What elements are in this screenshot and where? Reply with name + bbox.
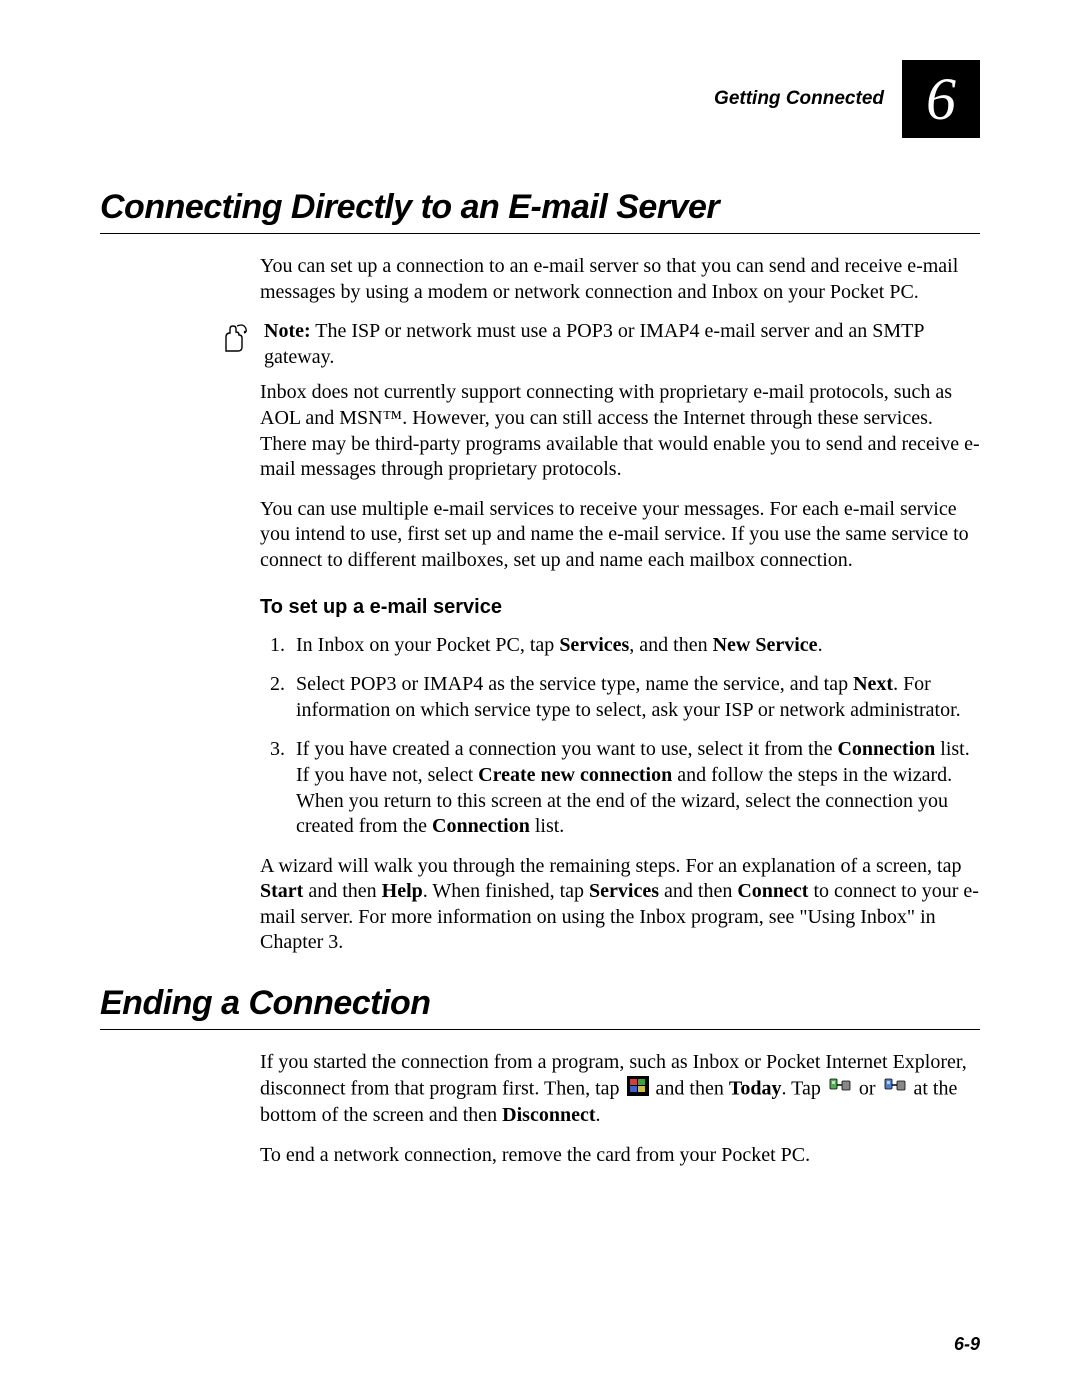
section2-body: If you started the connection from a pro… [260, 1050, 980, 1168]
note-text: Note: The ISP or network must use a POP3… [264, 319, 980, 370]
hand-with-string-icon [220, 321, 250, 360]
section1-closing: A wizard will walk you through the remai… [260, 854, 980, 956]
section1-para2: Inbox does not currently support connect… [260, 380, 980, 482]
subheading-setup: To set up a e-mail service [260, 596, 980, 619]
connection-green-icon [828, 1077, 852, 1103]
page: Getting Connected 6 Connecting Directly … [0, 0, 1080, 1397]
closing-paragraph: A wizard will walk you through the remai… [260, 854, 980, 956]
connection-blue-icon [883, 1077, 907, 1103]
page-number: 6-9 [954, 1334, 980, 1355]
chapter-number-box: 6 [902, 60, 980, 138]
section-rule [100, 233, 980, 234]
intro-paragraph: You can set up a connection to an e-mail… [260, 254, 980, 305]
step-1: In Inbox on your Pocket PC, tap Services… [290, 633, 980, 659]
page-header: Getting Connected 6 [100, 60, 980, 138]
header-section-label: Getting Connected [714, 88, 884, 110]
section-rule-2 [100, 1029, 980, 1030]
section1-para3: You can use multiple e-mail services to … [260, 497, 980, 574]
step-3: If you have created a connection you wan… [290, 737, 980, 839]
section2-para1: If you started the connection from a pro… [260, 1050, 980, 1129]
note-row: Note: The ISP or network must use a POP3… [220, 319, 980, 370]
section1-intro: You can set up a connection to an e-mail… [260, 254, 980, 305]
note-body: The ISP or network must use a POP3 or IM… [264, 320, 924, 368]
steps-list: In Inbox on your Pocket PC, tap Services… [260, 633, 980, 840]
chapter-number: 6 [926, 69, 956, 129]
section-title-ending: Ending a Connection [100, 984, 980, 1023]
section-title-connecting: Connecting Directly to an E-mail Server [100, 188, 980, 227]
section1-body: Inbox does not currently support connect… [260, 380, 980, 573]
step-2: Select POP3 or IMAP4 as the service type… [290, 672, 980, 723]
note-label: Note: [264, 320, 311, 342]
windows-start-icon [627, 1076, 649, 1104]
section2-para2: To end a network connection, remove the … [260, 1143, 980, 1169]
